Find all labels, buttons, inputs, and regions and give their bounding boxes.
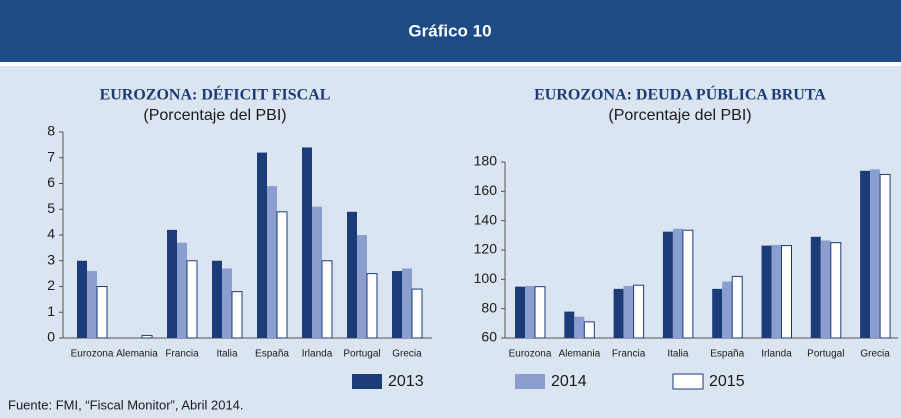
bar	[402, 268, 412, 338]
legend-label: 2014	[551, 373, 587, 390]
x-tick-label: Eurozona	[71, 349, 114, 360]
chart-subtitle: (Porcentaje del PBI)	[143, 107, 286, 124]
y-tick-label: 140	[474, 211, 498, 227]
bar	[186, 260, 198, 339]
y-tick-label: 5	[47, 200, 55, 216]
bar	[574, 316, 585, 338]
bar	[231, 291, 243, 339]
bar	[525, 285, 535, 338]
bar	[672, 228, 683, 338]
y-tick-label: 8	[47, 123, 55, 139]
x-tick-label: Eurozona	[509, 349, 552, 360]
bar	[771, 244, 782, 338]
x-tick-label: España	[255, 349, 289, 360]
bar	[96, 286, 108, 339]
bar	[860, 170, 871, 338]
bar	[515, 286, 525, 338]
legend-swatch	[672, 373, 704, 390]
bar	[411, 288, 423, 339]
bar	[276, 211, 288, 339]
x-tick-label: Alemania	[558, 349, 600, 360]
x-tick-label: Francia	[612, 349, 646, 360]
x-tick-label: Irlanda	[302, 349, 333, 360]
bar	[810, 236, 821, 338]
bar	[781, 245, 792, 339]
bar	[267, 186, 277, 338]
x-tick-label: Grecia	[860, 349, 890, 360]
bar	[212, 260, 222, 338]
bar	[820, 240, 831, 338]
legend-label: 2015	[709, 373, 745, 390]
y-tick-label: 100	[474, 270, 498, 286]
bar	[366, 273, 378, 339]
y-tick-label: 180	[474, 153, 498, 169]
bar	[761, 245, 772, 338]
bar	[321, 260, 333, 339]
bar	[564, 311, 575, 338]
y-tick-label: 2	[47, 277, 55, 293]
bar	[722, 281, 733, 338]
bar	[583, 321, 595, 339]
bar	[222, 268, 232, 338]
panel	[0, 66, 901, 418]
y-tick-label: 4	[47, 226, 55, 242]
x-tick-label: España	[710, 349, 744, 360]
bar	[257, 152, 267, 338]
bar	[177, 242, 187, 338]
y-tick-label: 160	[474, 182, 498, 198]
legend-swatch	[515, 374, 545, 389]
y-tick-label: 60	[481, 329, 497, 345]
x-tick-label: Portugal	[343, 349, 380, 360]
x-tick-label: Grecia	[392, 349, 422, 360]
x-tick-label: Portugal	[807, 349, 844, 360]
y-tick-label: 6	[47, 174, 55, 190]
bar	[712, 288, 723, 338]
bar	[870, 169, 881, 338]
legend-label: 2013	[388, 373, 424, 390]
bar	[613, 288, 624, 338]
bar	[312, 206, 322, 338]
bar	[830, 242, 842, 339]
y-tick-label: 0	[47, 329, 55, 345]
bar	[879, 173, 891, 339]
x-tick-label: Francia	[165, 349, 199, 360]
bar	[167, 229, 177, 338]
x-tick-label: Italia	[667, 349, 689, 360]
bar	[87, 271, 97, 338]
chart-title: EUROZONA: DÉFICIT FISCAL	[100, 85, 331, 104]
bar	[357, 235, 367, 338]
y-tick-label: 1	[47, 303, 55, 319]
bar	[662, 231, 673, 338]
bar	[392, 271, 402, 338]
bar	[141, 334, 153, 339]
header-bar	[0, 0, 901, 62]
chart-title: EUROZONA: DEUDA PÚBLICA BRUTA	[534, 85, 826, 104]
y-tick-label: 120	[474, 241, 498, 257]
x-tick-label: Italia	[216, 349, 238, 360]
y-tick-label: 80	[481, 299, 497, 315]
bar	[347, 211, 357, 338]
header-title: Gráfico 10	[408, 21, 491, 40]
bar	[77, 260, 87, 338]
bar	[731, 275, 743, 339]
y-tick-label: 7	[47, 148, 55, 164]
y-tick-label: 3	[47, 251, 55, 267]
legend-swatch	[352, 374, 382, 389]
bar	[623, 285, 634, 338]
x-tick-label: Irlanda	[761, 349, 792, 360]
bar	[682, 229, 694, 339]
bar	[534, 286, 546, 339]
bar	[302, 147, 312, 338]
source: Fuente: FMI, “Fiscal Monitor”, Abril 201…	[8, 397, 244, 412]
chart-subtitle: (Porcentaje del PBI)	[608, 107, 751, 124]
x-tick-label: Alemania	[116, 349, 158, 360]
bar	[633, 284, 645, 339]
